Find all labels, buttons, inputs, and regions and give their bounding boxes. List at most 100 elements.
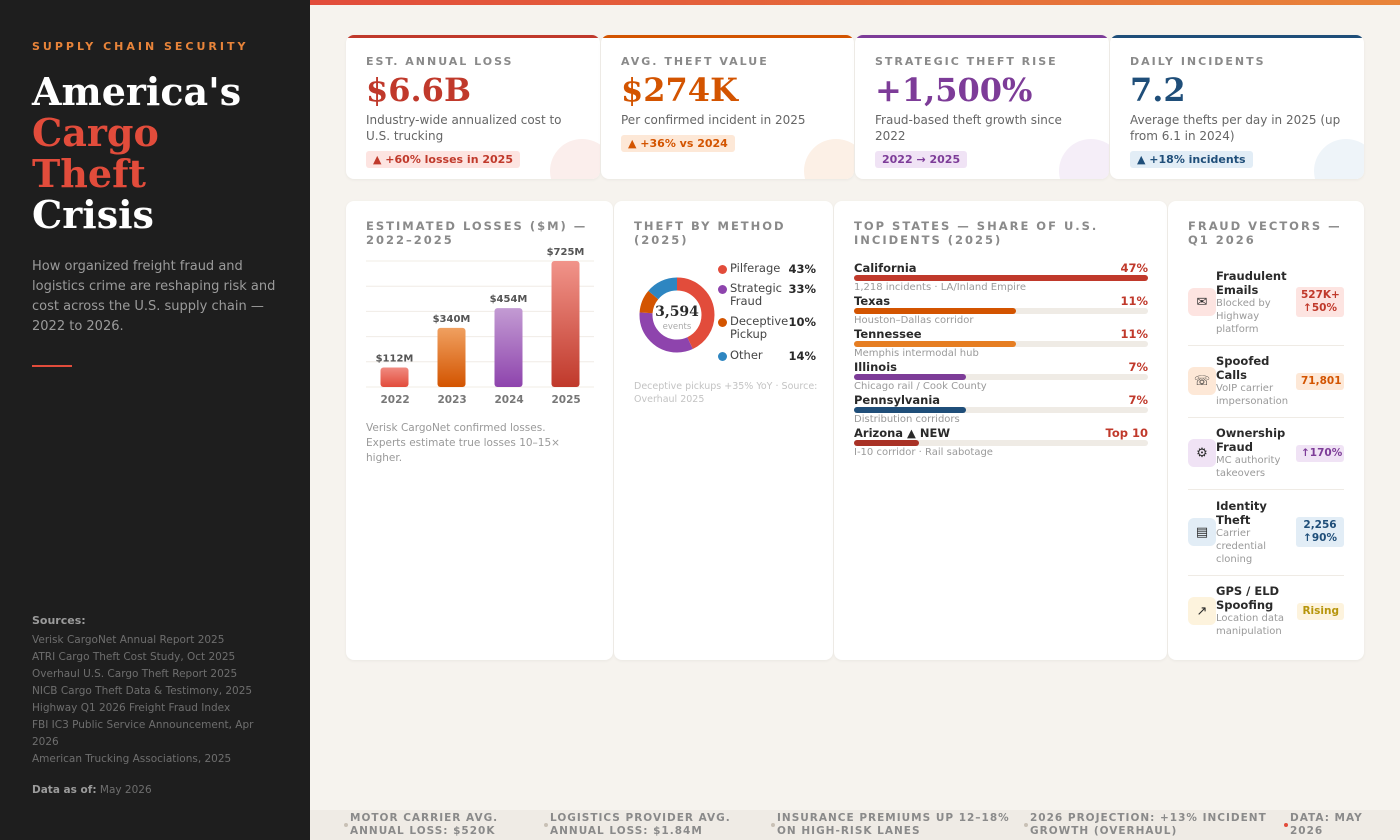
source-item: Overhaul U.S. Cargo Theft Report 2025: [32, 668, 238, 680]
losses-note: Verisk CargoNet confirmed losses. Expert…: [366, 421, 594, 466]
state-subtitle: 1,218 incidents · LA/Inland Empire: [854, 282, 1027, 293]
kpi-label: DAILY INCIDENTS: [1130, 55, 1266, 68]
legend-value: 33%: [788, 282, 816, 296]
legend-label: Other: [730, 348, 763, 362]
state-share: 11%: [1120, 294, 1148, 308]
fraud-vector-divider: [1188, 417, 1344, 418]
fraud-vector-badge: 2,256 ↑90%: [1296, 517, 1344, 547]
state-bar-fill: [854, 341, 1016, 347]
source-item: FBI IC3 Public Service Announcement, Apr…: [32, 719, 254, 748]
bar-category-label: 2025: [552, 394, 581, 406]
legend-item: Other 14%: [718, 349, 816, 363]
bar-value-label: $725M: [547, 247, 585, 258]
kpi-accent-line: [855, 35, 1109, 38]
state-bar-track: [854, 308, 1148, 314]
bottom-ticker: MOTOR CARRIER AVG. ANNUAL LOSS: $520K LOG…: [310, 810, 1400, 840]
state-subtitle: Chicago rail / Cook County: [854, 381, 987, 392]
legend-value: 43%: [788, 262, 816, 276]
fraud-vector-badge: ↑170%: [1296, 444, 1344, 462]
state-head: Arizona ▲ NEW Top 10: [854, 426, 1148, 440]
donut-slice-strategic-fraud: [639, 277, 715, 353]
kpi-card: DAILY INCIDENTS 7.2 Average thefts per day…: [1110, 35, 1364, 179]
legend-value: 10%: [788, 315, 816, 329]
state-bar-fill: [854, 440, 919, 446]
ticker-dot: [771, 823, 775, 827]
losses-note-line: Experts estimate true losses 10–15× high…: [366, 437, 560, 464]
source-item: NICB Cargo Theft Data & Testimony, 2025: [32, 685, 253, 697]
fraud-vector-desc: Location data manipulation: [1216, 613, 1284, 637]
state-share: 7%: [1128, 393, 1148, 407]
intro-text: How organized freight fraud and logistic…: [32, 259, 276, 334]
method-card-title: THEFT BY METHOD (2025): [634, 219, 786, 247]
state-name: Texas: [854, 294, 891, 308]
bar-category-label: 2023: [438, 394, 467, 406]
kpi-label: AVG. THEFT VALUE: [621, 55, 769, 68]
ticker-dot: [344, 823, 348, 827]
state-name: Pennsylvania: [854, 393, 941, 407]
bar-2023: [437, 327, 466, 387]
state-head: Illinois 7%: [854, 360, 1148, 374]
kpi-badge: ▲ +60% losses in 2025: [366, 151, 520, 168]
state-row: Tennessee 11% Memphis intermodal hub: [854, 327, 1148, 360]
fraud-vector-text: Spoofed Calls VoIP carrier impersonation: [1216, 354, 1296, 408]
kpi-accent-line: [1110, 35, 1364, 38]
kpi-value: $6.6B: [366, 71, 471, 109]
kpi-description: Average thefts per day in 2025 (up from …: [1130, 113, 1341, 143]
eyebrow-label: SUPPLY CHAIN SECURITY: [32, 40, 249, 53]
state-share: 47%: [1120, 261, 1148, 275]
fraud-vector-badge: 527K+ ↑50%: [1296, 287, 1344, 317]
donut-center-value: 3,594: [655, 304, 699, 320]
state-bar-track: [854, 374, 1148, 380]
ticker-item: MOTOR CARRIER AVG. ANNUAL LOSS: $520K: [350, 812, 499, 837]
sources-title: Sources:: [32, 614, 86, 627]
kpi-decor-circle: [804, 139, 854, 179]
fraud-vector-item: ▤ Identity Theft Carrier credential clonin…: [1188, 497, 1344, 567]
title-line: Cargo: [32, 110, 159, 155]
bar-2024: [494, 308, 523, 387]
kpi-badge: ▲ +36% vs 2024: [621, 135, 735, 152]
satellite-icon: ↗: [1188, 597, 1216, 625]
ticker-item: DATA: MAY 2026: [1290, 812, 1363, 837]
legend-dot: [718, 265, 727, 274]
title-line: Crisis: [32, 192, 154, 237]
state-bar-fill: [854, 407, 966, 413]
state-bar-track: [854, 440, 1148, 446]
state-subtitle: Distribution corridors: [854, 414, 960, 425]
source-item: American Trucking Associations, 2025: [32, 753, 232, 765]
state-subtitle: Memphis intermodal hub: [854, 348, 979, 359]
kpi-decor-circle: [1059, 139, 1109, 179]
data-as-of: Data as of: May 2026: [32, 784, 282, 796]
fraud-vector-text: Ownership Fraud MC authority takeovers: [1216, 426, 1296, 480]
state-bar-fill: [854, 275, 1148, 281]
bar-value-label: $340M: [433, 314, 471, 325]
fraud-vector-badge: Rising: [1297, 602, 1344, 620]
kpi-card: EST. ANNUAL LOSS $6.6B Industry-wide annua…: [346, 35, 600, 179]
email-icon: ✉: [1188, 288, 1216, 316]
kpi-card: STRATEGIC THEFT RISE +1,500% Fraud-based t…: [855, 35, 1109, 179]
losses-card-title: ESTIMATED LOSSES ($M) — 2022–2025: [366, 219, 588, 247]
state-share: 7%: [1128, 360, 1148, 374]
donut-center-label: events: [663, 322, 692, 332]
fraud-vector-divider: [1188, 345, 1344, 346]
title-line: Theft: [32, 151, 146, 196]
sources-list: Sources: Verisk CargoNet Annual Report 2…: [32, 614, 282, 796]
page-title: America's Cargo Theft Crisis: [32, 71, 278, 235]
fraud-vector-name: Identity Theft: [1216, 498, 1267, 527]
kpi-decor-circle: [550, 139, 600, 179]
asof-label: Data as of:: [32, 784, 97, 796]
state-head: Pennsylvania 7%: [854, 393, 1148, 407]
accent-divider: [32, 365, 72, 367]
fraud-vector-item: ☏ Spoofed Calls VoIP carrier impersonation…: [1188, 353, 1344, 409]
bar-2022: [380, 367, 409, 387]
id-card-icon: ▤: [1188, 518, 1216, 546]
title-line: America's: [32, 69, 242, 114]
kpi-value: +1,500%: [875, 71, 1033, 109]
state-name: Illinois: [854, 360, 897, 374]
legend-dot: [718, 285, 727, 294]
state-bar-track: [854, 275, 1148, 281]
legend-item: Deceptive Pickup 10%: [718, 315, 816, 341]
states-card-title: TOP STATES — SHARE OF U.S. INCIDENTS (20…: [854, 219, 1099, 247]
fraud-vector-desc: Carrier credential cloning: [1216, 527, 1266, 565]
fraud-vector-name: Spoofed Calls: [1216, 354, 1270, 382]
state-bar-track: [854, 341, 1148, 347]
